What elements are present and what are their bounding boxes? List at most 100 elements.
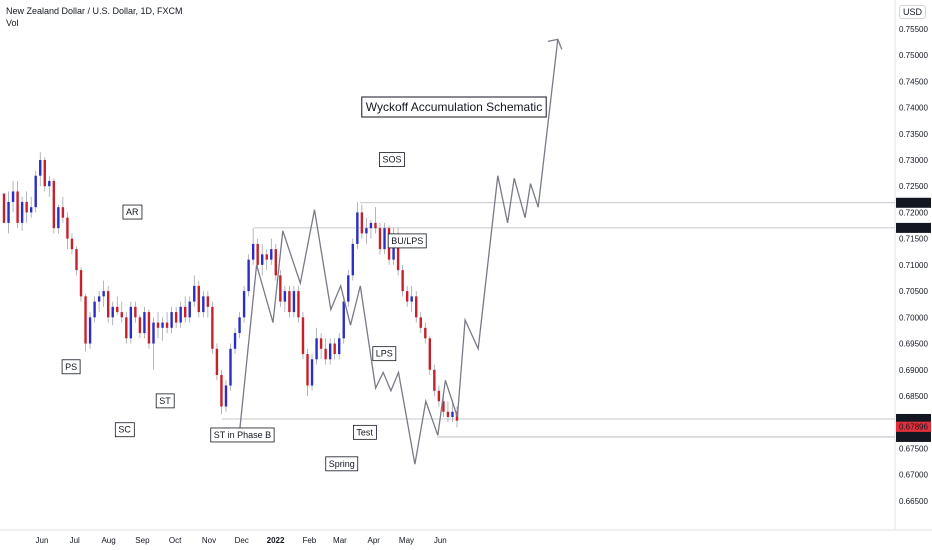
time-tick-label: Nov [202, 536, 216, 545]
price-badge: 0.68062 [896, 413, 931, 424]
candle [374, 207, 377, 234]
candle [270, 238, 273, 265]
candle [306, 348, 309, 397]
volume-indicator-label[interactable]: Vol [6, 18, 19, 28]
candle [152, 317, 155, 370]
time-tick-label: Jun [36, 536, 49, 545]
candle [279, 270, 282, 307]
candle [220, 369, 223, 415]
candle [247, 254, 250, 297]
candle [383, 222, 386, 255]
candle [378, 222, 382, 255]
price-tick-label: 0.70000 [899, 313, 928, 322]
symbol-title[interactable]: New Zealand Dollar / U.S. Dollar, 1D, FX… [6, 6, 183, 16]
candle [97, 291, 101, 313]
candle [428, 335, 432, 376]
candle [419, 312, 422, 334]
candle [369, 220, 373, 239]
candle [102, 280, 105, 307]
arrowhead [547, 38, 563, 50]
annotation-label[interactable]: BU/LPS [387, 233, 427, 249]
annotation-label[interactable]: LPS [372, 346, 397, 362]
candle [188, 296, 191, 323]
price-tick-label: 0.70500 [899, 287, 928, 296]
candle [61, 196, 65, 223]
candle [88, 312, 92, 349]
annotation-text: BU/LPS [391, 236, 423, 246]
price-badge-text: 0.67720 [899, 433, 928, 442]
annotation-label[interactable]: SOS [379, 152, 405, 167]
wyckoff-schematic-path[interactable] [238, 39, 559, 465]
candle [265, 249, 268, 271]
candle [333, 338, 336, 360]
annotation-label[interactable]: ST [155, 393, 175, 409]
candle [138, 314, 142, 339]
candle [161, 317, 164, 341]
candle [360, 204, 364, 239]
candles [2, 152, 459, 428]
price-badge-text: 0.68062 [899, 415, 928, 424]
annotation-label[interactable]: PS [61, 359, 81, 375]
price-tick-label: 0.71000 [899, 261, 928, 270]
candle [292, 285, 296, 318]
candle [79, 267, 83, 302]
candle [324, 338, 327, 365]
annotation-label[interactable]: AR [122, 204, 143, 220]
candle [347, 270, 350, 307]
candle [211, 301, 214, 355]
candle [170, 306, 173, 334]
candle [433, 364, 436, 397]
price-tick-label: 0.71500 [899, 235, 928, 244]
candle [415, 291, 418, 323]
candle [147, 309, 151, 349]
annotation-text: SOS [382, 155, 401, 165]
candle [134, 301, 137, 323]
chart-title[interactable]: Wyckoff Accumulation Schematic [361, 96, 547, 118]
candle [52, 178, 56, 234]
candle [57, 204, 60, 234]
candle [120, 301, 123, 323]
candle [93, 296, 96, 323]
candle [283, 285, 287, 313]
candle [29, 196, 33, 218]
annotation-text: PS [65, 362, 77, 372]
time-tick-label: Sep [135, 536, 150, 545]
annotation-label[interactable]: SC [114, 422, 135, 438]
price-tick-label: 0.69000 [899, 366, 928, 375]
candle [424, 322, 427, 344]
annotation-text: SC [118, 425, 131, 435]
candle [39, 152, 42, 187]
candle [229, 343, 232, 391]
candle [251, 228, 255, 265]
candle [401, 264, 404, 297]
time-tick-label: Dec [235, 536, 249, 545]
candle [143, 306, 146, 339]
price-tick-label: 0.72500 [899, 182, 928, 191]
candle [129, 301, 133, 344]
annotation-label[interactable]: Spring [325, 456, 359, 472]
candle [48, 175, 51, 197]
annotation-label[interactable]: ST in Phase B [210, 427, 275, 443]
price-tick-label: 0.72000 [899, 208, 928, 217]
time-axis[interactable]: Jun Jul Aug Sep Oct Nov Dec 2022 Feb Mar Apr May Jun [36, 536, 447, 545]
price-tick-label: 0.67000 [899, 471, 928, 480]
price-tick-label: 0.75500 [899, 25, 928, 34]
price-tick-label: 0.66500 [899, 497, 928, 506]
candle [342, 296, 345, 344]
currency-button[interactable]: USD [898, 5, 926, 19]
candle [437, 385, 441, 407]
time-tick-label: May [399, 536, 414, 545]
candle [202, 291, 205, 318]
candle [184, 296, 187, 323]
candle [242, 285, 246, 323]
annotation-text: AR [126, 207, 139, 217]
candle [224, 380, 228, 412]
candle [11, 180, 15, 213]
time-tick-label: Oct [169, 536, 182, 545]
annotation-label[interactable]: Test [353, 424, 377, 440]
candle [328, 338, 332, 365]
candle [174, 306, 178, 328]
candle [197, 280, 200, 318]
candle [238, 312, 241, 339]
